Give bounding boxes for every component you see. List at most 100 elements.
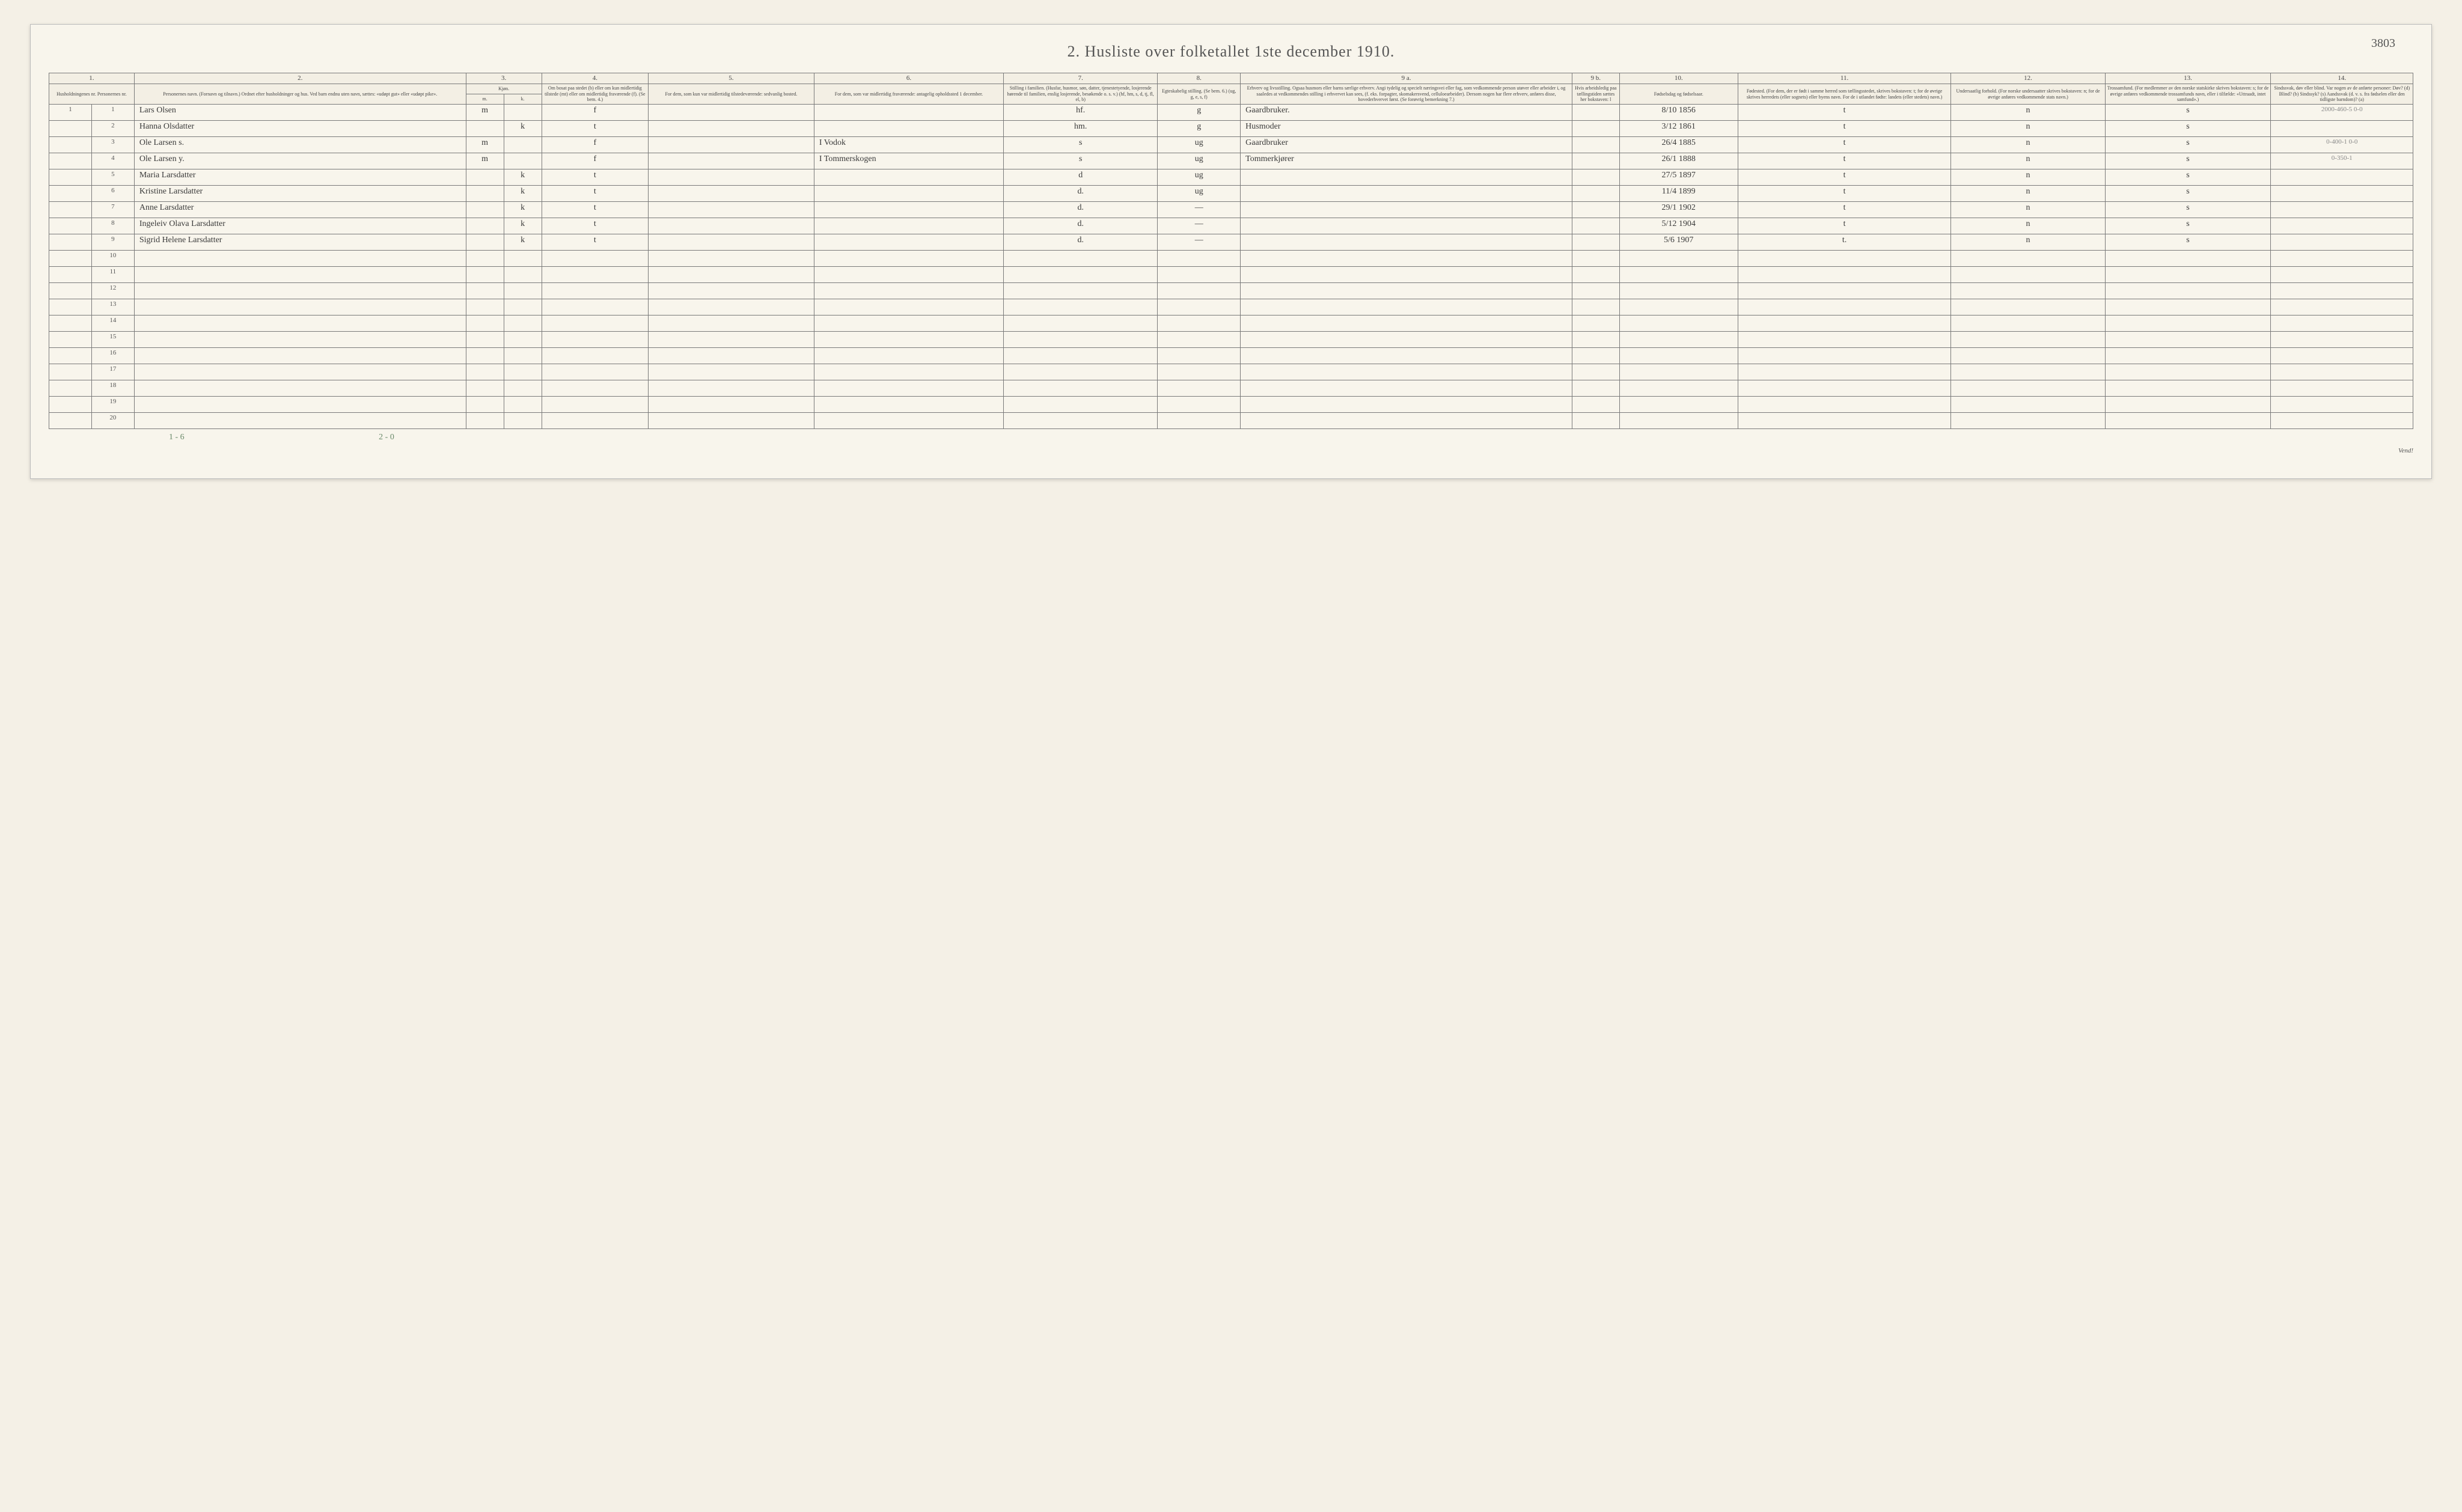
cell-eg: ug	[1158, 153, 1241, 169]
cell-empty	[2105, 380, 2271, 396]
cell-fam: hf.	[1004, 104, 1158, 120]
cell-empty	[504, 250, 542, 266]
cell-empty	[1619, 299, 1738, 315]
cell-erv	[1241, 201, 1572, 218]
cell-empty	[1572, 396, 1619, 412]
cell-empty	[1619, 266, 1738, 282]
cell-hh	[49, 266, 92, 282]
cell-pn: 12	[91, 282, 134, 299]
cell-fs: t	[1738, 136, 1951, 153]
census-page: 3803 2. Husliste over folketallet 1ste d…	[30, 24, 2432, 479]
cell-empty	[1004, 396, 1158, 412]
cell-empty	[134, 315, 466, 331]
cell-fam: d.	[1004, 185, 1158, 201]
table-row: 9Sigrid Helene Larsdatterktd.—5/6 1907t.…	[49, 234, 2413, 250]
cell-pn: 5	[91, 169, 134, 185]
cell-fam: d.	[1004, 218, 1158, 234]
hdr-3k: k.	[504, 94, 542, 105]
cell-k	[504, 153, 542, 169]
cell-fs: t	[1738, 169, 1951, 185]
cell-empty	[1738, 380, 1951, 396]
page-title: 2. Husliste over folketallet 1ste decemb…	[49, 43, 2413, 61]
cell-bf: t	[542, 218, 648, 234]
cell-empty	[1158, 250, 1241, 266]
cell-hh	[49, 347, 92, 364]
cell-pn: 18	[91, 380, 134, 396]
cell-empty	[1619, 315, 1738, 331]
cell-c14: 2000-460-5 0-0	[2271, 104, 2413, 120]
cell-hh	[49, 153, 92, 169]
cell-m	[466, 185, 504, 201]
cell-empty	[1951, 266, 2105, 282]
cell-empty	[134, 396, 466, 412]
cell-empty	[134, 380, 466, 396]
cell-fam: s	[1004, 153, 1158, 169]
cell-tr: s	[2105, 234, 2271, 250]
cell-empty	[2105, 364, 2271, 380]
cell-empty	[542, 380, 648, 396]
cell-empty	[1241, 266, 1572, 282]
colnum-4: 4.	[542, 73, 648, 84]
census-table: 1. 2. 3. 4. 5. 6. 7. 8. 9 a. 9 b. 10. 11…	[49, 73, 2413, 429]
hdr-8: Egteskabelig stilling. (Se bem. 6.) (ug,…	[1158, 84, 1241, 105]
cell-bf: f	[542, 153, 648, 169]
table-row-empty: 15	[49, 331, 2413, 347]
cell-fs: t.	[1738, 234, 1951, 250]
cell-empty	[504, 315, 542, 331]
cell-empty	[1572, 282, 1619, 299]
cell-pn: 17	[91, 364, 134, 380]
cell-l	[1572, 169, 1619, 185]
cell-erv: Husmoder	[1241, 120, 1572, 136]
cell-empty	[134, 282, 466, 299]
cell-m: m	[466, 153, 504, 169]
cell-empty	[466, 347, 504, 364]
cell-fd: 26/1 1888	[1619, 153, 1738, 169]
cell-pn: 4	[91, 153, 134, 169]
cell-empty	[1158, 380, 1241, 396]
hdr-7: Stilling i familien. (Husfar, husmor, sø…	[1004, 84, 1158, 105]
cell-tr: s	[2105, 104, 2271, 120]
cell-bf: f	[542, 136, 648, 153]
cell-m	[466, 234, 504, 250]
cell-hh	[49, 299, 92, 315]
cell-empty	[2271, 331, 2413, 347]
cell-pn: 10	[91, 250, 134, 266]
cell-name: Ole Larsen y.	[134, 153, 466, 169]
cell-fs: t	[1738, 153, 1951, 169]
cell-hh	[49, 201, 92, 218]
hdr-11: Fødested. (For dem, der er født i samme …	[1738, 84, 1951, 105]
table-row-empty: 18	[49, 380, 2413, 396]
cell-pn: 9	[91, 234, 134, 250]
cell-pn: 13	[91, 299, 134, 315]
cell-us: n	[1951, 120, 2105, 136]
cell-empty	[504, 396, 542, 412]
cell-empty	[1158, 299, 1241, 315]
cell-empty	[2271, 380, 2413, 396]
cell-empty	[542, 331, 648, 347]
cell-l	[1572, 153, 1619, 169]
cell-empty	[504, 380, 542, 396]
cell-fd: 5/6 1907	[1619, 234, 1738, 250]
table-row-empty: 10	[49, 250, 2413, 266]
cell-c6	[814, 120, 1003, 136]
vend-label: Vend!	[49, 447, 2413, 454]
cell-fd: 11/4 1899	[1619, 185, 1738, 201]
cell-bf: t	[542, 120, 648, 136]
table-row: 6Kristine Larsdatterktd.ug11/4 1899tns	[49, 185, 2413, 201]
cell-empty	[814, 331, 1003, 347]
cell-empty	[1619, 282, 1738, 299]
cell-empty	[1619, 380, 1738, 396]
cell-empty	[466, 380, 504, 396]
cell-empty	[1951, 396, 2105, 412]
cell-empty	[1158, 412, 1241, 428]
cell-pn: 19	[91, 396, 134, 412]
cell-empty	[542, 315, 648, 331]
cell-l	[1572, 234, 1619, 250]
cell-empty	[1619, 250, 1738, 266]
cell-name: Ingeleiv Olava Larsdatter	[134, 218, 466, 234]
cell-l	[1572, 136, 1619, 153]
cell-empty	[649, 315, 814, 331]
cell-empty	[1004, 282, 1158, 299]
colnum-3: 3.	[466, 73, 542, 84]
hdr-2: Personernes navn. (Fornavn og tilnavn.) …	[134, 84, 466, 105]
